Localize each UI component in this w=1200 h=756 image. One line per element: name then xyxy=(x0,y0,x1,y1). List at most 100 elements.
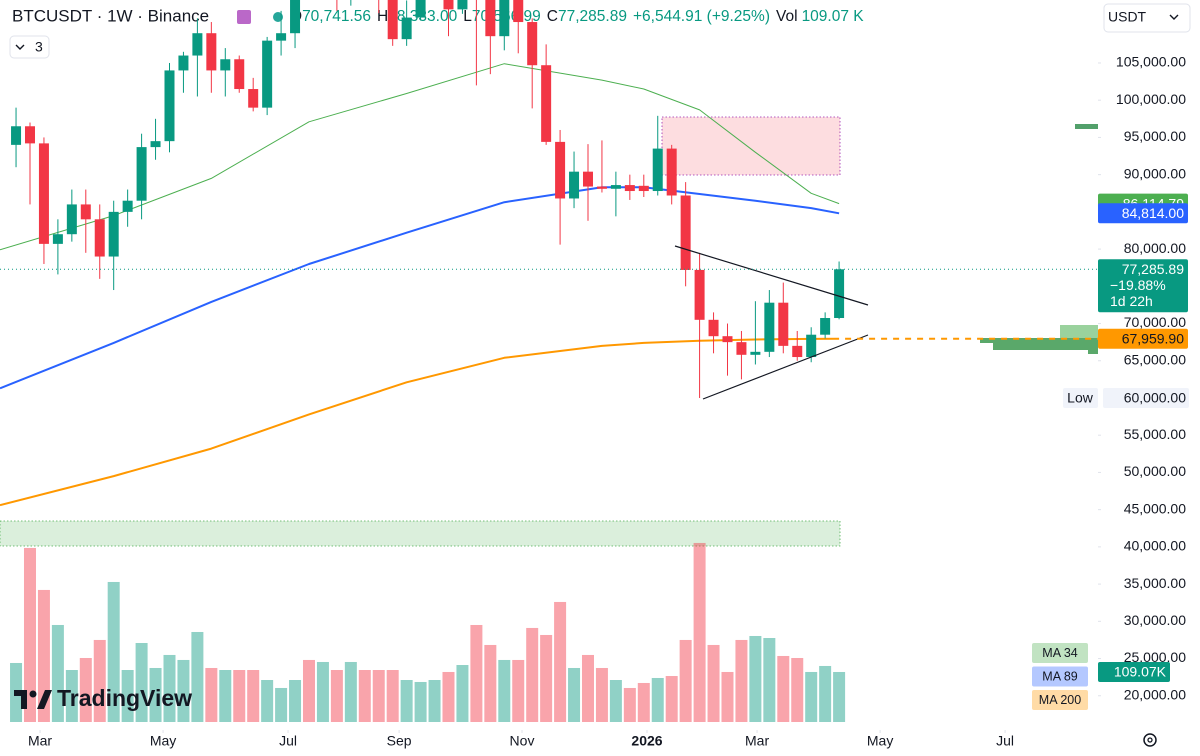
volume-bar xyxy=(275,687,288,722)
volume-bar xyxy=(665,676,678,722)
ma-line xyxy=(0,186,840,390)
candle-body xyxy=(513,0,524,23)
volume-bar xyxy=(135,643,148,722)
low-title: Low xyxy=(1067,390,1094,406)
volume-bar xyxy=(386,670,399,722)
change-value: +6,544.91 (+9.25%) xyxy=(633,8,770,25)
last-price-box xyxy=(1098,259,1188,313)
candle-body xyxy=(52,234,63,244)
x-tick-label: 2026 xyxy=(631,733,662,749)
candle-body xyxy=(248,89,259,108)
candle-body xyxy=(666,148,677,196)
volume-bar xyxy=(749,635,762,722)
x-tick-label: Jul xyxy=(279,733,297,749)
currency-label: USDT xyxy=(1108,9,1147,25)
chevron xyxy=(15,44,25,50)
indicator-count: 3 xyxy=(35,39,43,55)
legend-swatch[interactable] xyxy=(1032,690,1088,710)
currency-select[interactable]: USDT xyxy=(1103,3,1191,33)
bar-countdown: 1d 22h xyxy=(1110,293,1153,309)
candle-body xyxy=(485,0,496,37)
volume-bar xyxy=(344,661,357,722)
ohlc-key: C xyxy=(547,8,558,25)
legend-swatch[interactable] xyxy=(1032,666,1088,687)
settings-button[interactable] xyxy=(1143,733,1157,747)
ma-value-box xyxy=(1098,203,1188,224)
volume-bar xyxy=(805,671,818,722)
y-tick-label: 55,000.00 xyxy=(1124,426,1186,442)
candle-body xyxy=(499,0,510,37)
candles xyxy=(11,0,845,398)
candle-body xyxy=(652,148,663,192)
last-price-label: 77,285.89 xyxy=(1122,261,1184,277)
volume-bar xyxy=(149,667,162,722)
volume-bar xyxy=(289,680,302,722)
legend-label: MA 34 xyxy=(1042,646,1077,660)
demand-zone[interactable] xyxy=(0,520,841,547)
candle-body xyxy=(820,318,831,335)
triangle-lower[interactable] xyxy=(702,334,869,400)
volume-bar xyxy=(247,670,260,722)
candle-body xyxy=(708,319,719,337)
volume-bar xyxy=(233,670,246,722)
volume-bar xyxy=(833,671,846,722)
ma-line xyxy=(0,63,840,251)
triangle-upper[interactable] xyxy=(674,245,869,306)
legend-label: MA 200 xyxy=(1039,693,1081,707)
volume-bar xyxy=(581,654,594,722)
volume-value: 109.07 K xyxy=(802,8,865,25)
y-tick-label: 25,000.00 xyxy=(1124,649,1186,665)
volume-bar xyxy=(37,589,50,722)
candle-body xyxy=(11,126,22,145)
volume-bar xyxy=(609,680,622,722)
candle-body xyxy=(38,143,49,244)
indicator-toggle[interactable] xyxy=(9,35,50,59)
volume-profile-bar xyxy=(1060,325,1098,340)
supply-zone[interactable] xyxy=(661,116,841,176)
y-tick-label: 30,000.00 xyxy=(1124,612,1186,628)
market-status[interactable] xyxy=(271,10,285,24)
gear-icon xyxy=(1147,737,1153,743)
candle-body xyxy=(555,141,566,199)
candle-body xyxy=(401,17,412,40)
volume-bar xyxy=(219,670,232,722)
chevron xyxy=(1169,14,1179,20)
volume-bar xyxy=(121,670,134,722)
candle-body xyxy=(234,59,245,90)
gear-icon[interactable] xyxy=(1143,733,1157,747)
x-tick-label: Mar xyxy=(745,733,769,749)
volume-value-label: 109.07K xyxy=(1114,664,1167,680)
symbol-title[interactable]: BTCUSDT · 1W · Binance xyxy=(12,6,209,25)
x-tick-label: May xyxy=(150,733,176,749)
volume-bar xyxy=(23,547,36,722)
candle-body xyxy=(415,0,426,18)
volume-bar xyxy=(51,624,64,722)
candle-body xyxy=(569,171,580,199)
header: BTCUSDT · 1W · Binance O70,741.56H78,333… xyxy=(9,6,865,59)
logo-mark xyxy=(29,690,37,698)
volume-bar xyxy=(568,667,581,722)
annotations xyxy=(0,116,1098,547)
candle-body xyxy=(596,186,607,189)
y-tick-label: 95,000.00 xyxy=(1124,128,1186,144)
candle-body xyxy=(722,336,733,343)
currency-box[interactable] xyxy=(1103,3,1191,33)
volume-bar xyxy=(177,659,190,722)
low-value-label: 60,000.00 xyxy=(1124,390,1186,406)
legend-swatch[interactable] xyxy=(1032,643,1088,663)
volume-bar xyxy=(595,667,608,722)
volume-bar xyxy=(442,671,455,722)
volume-bar xyxy=(163,654,176,722)
volume-bar xyxy=(470,624,483,722)
low-value-box xyxy=(1103,387,1189,408)
candle-body xyxy=(694,269,705,320)
volume-bar xyxy=(372,670,385,722)
y-tick-label: 40,000.00 xyxy=(1124,538,1186,554)
y-tick-label: 35,000.00 xyxy=(1124,575,1186,591)
logo: TradingView xyxy=(14,685,192,711)
volume-bar xyxy=(358,670,371,722)
x-tick-label: Nov xyxy=(510,733,535,749)
logo-mark xyxy=(14,690,27,709)
volume-bar xyxy=(721,671,734,722)
